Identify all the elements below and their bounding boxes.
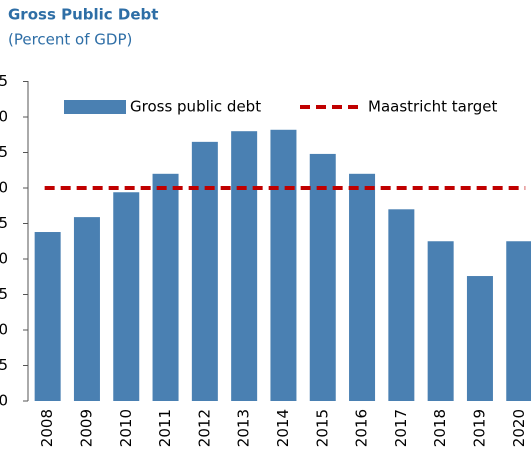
bar <box>309 153 336 401</box>
y-tick-label: 70 <box>0 108 8 126</box>
legend-label: Gross public debt <box>130 98 261 116</box>
x-tick-label: 2012 <box>195 409 213 447</box>
legend-label: Maastricht target <box>368 98 497 116</box>
bar <box>427 241 454 401</box>
chart-subtitle: (Percent of GDP) <box>8 31 132 49</box>
chart-title: Gross Public Debt <box>8 6 158 24</box>
legend-swatch <box>64 100 126 114</box>
x-tick-label: 2008 <box>38 409 56 447</box>
y-tick-label: 75 <box>0 72 8 90</box>
x-tick-label: 2015 <box>313 409 331 447</box>
bar <box>231 131 258 401</box>
bar <box>113 192 140 401</box>
y-tick-label: 40 <box>0 321 8 339</box>
y-tick-label: 35 <box>0 356 8 374</box>
bar <box>506 241 531 401</box>
bar <box>388 209 415 401</box>
y-tick-label: 65 <box>0 143 8 161</box>
bar <box>73 217 100 401</box>
bar <box>270 129 297 401</box>
x-tick-label: 2016 <box>353 409 371 447</box>
x-tick-label: 2010 <box>117 409 135 447</box>
x-tick-label: 2014 <box>274 409 292 447</box>
bar <box>349 173 376 401</box>
x-tick-label: 2019 <box>470 409 488 447</box>
x-tick-label: 2011 <box>156 409 174 447</box>
y-tick-label: 50 <box>0 250 8 268</box>
x-tick-label: 2013 <box>235 409 253 447</box>
x-tick-label: 2017 <box>392 409 410 447</box>
bar <box>34 232 61 401</box>
y-tick-label: 60 <box>0 179 8 197</box>
x-tick-label: 2018 <box>431 409 449 447</box>
bar <box>466 276 493 401</box>
bar <box>152 173 179 401</box>
bar <box>191 141 218 401</box>
y-tick-label: 55 <box>0 214 8 232</box>
x-tick-label: 2020 <box>510 409 528 447</box>
y-tick-label: 30 <box>0 392 8 410</box>
x-tick-label: 2009 <box>77 409 95 447</box>
y-tick-label: 45 <box>0 285 8 303</box>
